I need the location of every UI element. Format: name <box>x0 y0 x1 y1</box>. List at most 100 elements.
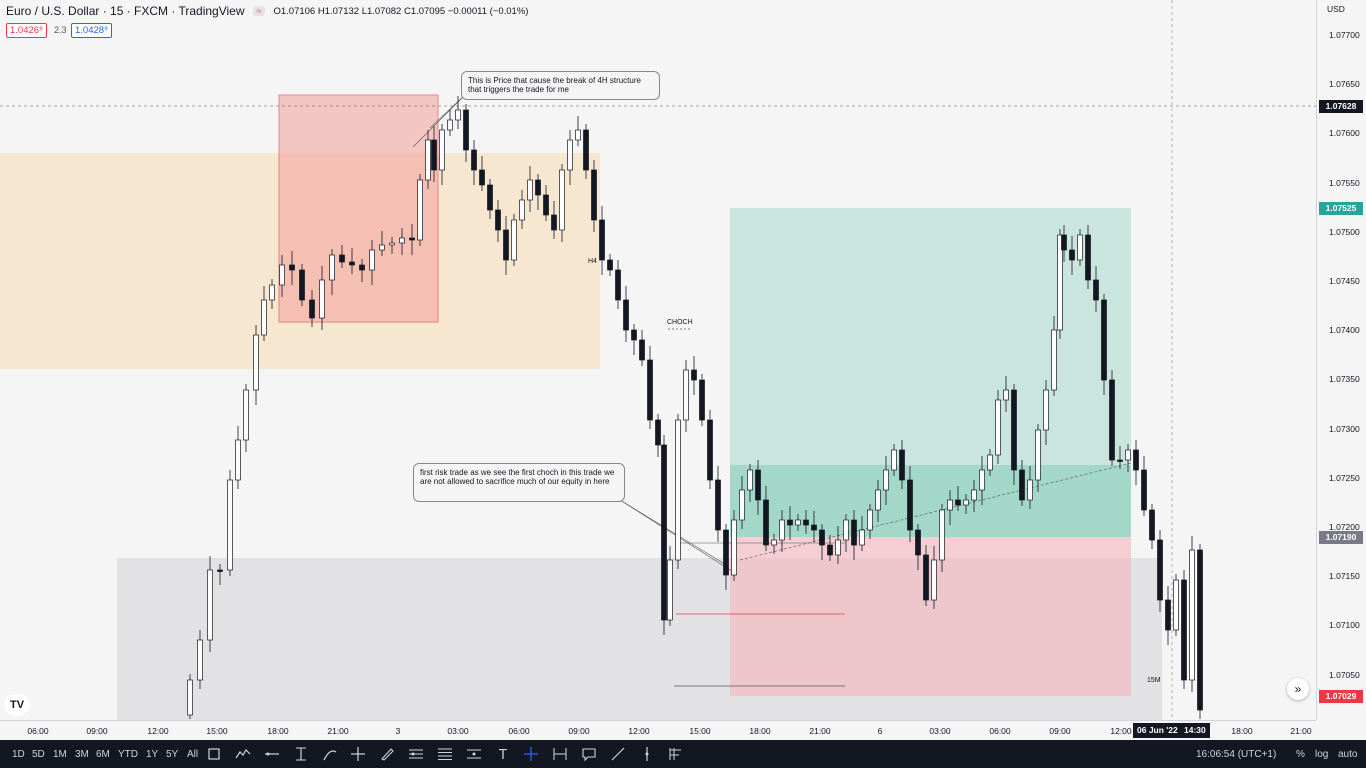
timeframe-15m-label: 15M <box>1147 677 1161 684</box>
price-axis-label: 1.07450 <box>1329 276 1360 286</box>
candlestick-series <box>187 96 1203 719</box>
candle-up <box>1043 389 1049 431</box>
time-axis-label: 03:00 <box>447 726 469 736</box>
path-icon[interactable] <box>233 744 253 764</box>
tradingview-logo[interactable]: TV <box>4 694 30 716</box>
vertical-line-icon[interactable] <box>637 744 657 764</box>
candle-up <box>739 489 745 521</box>
candle-up <box>995 399 1001 456</box>
market-status-pill[interactable]: ≈ <box>252 6 266 16</box>
fib-channel-icon[interactable] <box>406 744 426 764</box>
time-axis-label: 21:00 <box>809 726 831 736</box>
candle-down <box>289 264 295 271</box>
candle-up <box>511 219 517 261</box>
candle-down <box>607 259 613 271</box>
candle-down <box>755 469 761 501</box>
time-axis-label: 18:00 <box>1231 726 1253 736</box>
brush-icon[interactable] <box>377 744 397 764</box>
crosshair-icon[interactable] <box>348 744 368 764</box>
candle-up <box>417 179 423 241</box>
candle-up <box>947 499 953 511</box>
candle-up <box>667 559 673 621</box>
price-axis[interactable]: USD 1.07700 1.07650 1.07600 1.07550 1.07500 1… <box>1316 0 1366 720</box>
candle-down <box>1085 234 1091 281</box>
candle-down <box>1181 579 1187 681</box>
time-axis-label: 03:00 <box>929 726 951 736</box>
range-button-ytd[interactable]: YTD <box>118 749 138 760</box>
fib-timezone-icon[interactable] <box>665 744 685 764</box>
candle-up <box>261 299 267 336</box>
candle-up <box>963 499 969 506</box>
range-button-1m[interactable]: 1M <box>53 749 67 760</box>
log-toggle[interactable]: log <box>1315 749 1329 760</box>
price-axis-tag: 1.07029 <box>1319 690 1363 703</box>
curve-icon[interactable] <box>320 744 340 764</box>
candle-up <box>1057 234 1063 331</box>
note1-pointer <box>412 93 467 148</box>
annotation-note-risk[interactable]: first risk trade as we see the first cho… <box>413 463 625 502</box>
position-stop-zone[interactable] <box>730 537 1131 696</box>
percent-toggle[interactable]: % <box>1296 749 1305 760</box>
candle-down <box>349 261 355 266</box>
buy-button[interactable]: 1.0428⁹ <box>71 23 113 38</box>
h4-label: H4 <box>588 258 597 265</box>
candle-down <box>907 479 913 531</box>
candle-up <box>771 539 777 546</box>
candle-down <box>409 237 415 241</box>
candle-up <box>859 529 865 546</box>
trend-line-icon[interactable] <box>608 744 628 764</box>
candle-up <box>939 509 945 561</box>
currency-label[interactable]: USD <box>1327 4 1345 14</box>
time-axis-label: 6 <box>877 726 883 736</box>
time-axis-label: 09:00 <box>1049 726 1071 736</box>
highlight-box[interactable] <box>278 94 439 323</box>
range-button-5y[interactable]: 5Y <box>166 749 179 760</box>
candle-down <box>479 169 485 186</box>
candle-down <box>827 544 833 556</box>
annotation-note-structure[interactable]: This is Price that cause the break of 4H… <box>461 71 660 100</box>
fib-retracement-icon[interactable] <box>435 744 455 764</box>
rectangle-icon[interactable] <box>204 744 224 764</box>
cursor-cross-icon[interactable] <box>521 744 541 764</box>
candle-up <box>439 129 445 171</box>
range-button-1y[interactable]: 1Y <box>146 749 159 760</box>
scroll-to-realtime-button[interactable]: » <box>1287 678 1309 700</box>
candle-up <box>731 519 737 576</box>
candle-down <box>631 329 637 341</box>
candle-down <box>1061 234 1067 251</box>
candle-up <box>447 119 453 131</box>
price-axis-label: 1.07400 <box>1329 325 1360 336</box>
horizontal-ray-icon[interactable] <box>262 744 282 764</box>
range-button-all[interactable]: All <box>187 749 199 760</box>
candle-down <box>495 209 501 231</box>
price-chart[interactable] <box>0 0 1316 720</box>
symbol-title[interactable]: Euro / U.S. Dollar · 15 · FXCM · Trading… <box>6 4 245 18</box>
spread-value: 2.3 <box>54 25 67 35</box>
candle-up <box>1077 234 1083 261</box>
anchored-text-icon[interactable] <box>291 744 311 764</box>
candle-down <box>1149 509 1155 541</box>
candle-down <box>691 369 697 381</box>
time-axis-label: 12:00 <box>147 726 169 736</box>
candle-up <box>867 509 873 531</box>
date-range-icon[interactable] <box>550 744 570 764</box>
parallel-channel-icon[interactable] <box>464 744 484 764</box>
sell-button[interactable]: 1.0426⁹ <box>6 23 48 38</box>
price-axis-tag: 1.07525 <box>1319 202 1363 215</box>
range-button-6m[interactable]: 6M <box>96 749 110 760</box>
range-button-5d[interactable]: 5D <box>32 749 45 760</box>
time-axis[interactable]: 06:00 09:00 12:00 15:00 18:00 21:00 3 03:00 06:0… <box>0 720 1316 741</box>
range-button-1d[interactable]: 1D <box>12 749 25 760</box>
candle-down <box>471 149 477 171</box>
bottom-toolbar: 1D 5D 1M 3M 6M YTD 1Y 5Y All 16:06:54 (UTC+1) % … <box>0 740 1366 768</box>
price-axis-label: 1.07600 <box>1329 128 1360 139</box>
candle-down <box>723 529 729 576</box>
auto-toggle[interactable]: auto <box>1338 749 1358 760</box>
callout-icon[interactable] <box>579 744 599 764</box>
text-icon[interactable]: T <box>493 744 513 764</box>
candle-up <box>979 469 985 491</box>
ohlc-values: O1.07106 H1.07132 L1.07082 C1.07095 −0.0… <box>273 5 529 17</box>
clock[interactable]: 16:06:54 (UTC+1) <box>1196 749 1277 760</box>
candle-down <box>1109 379 1115 461</box>
range-button-3m[interactable]: 3M <box>75 749 89 760</box>
